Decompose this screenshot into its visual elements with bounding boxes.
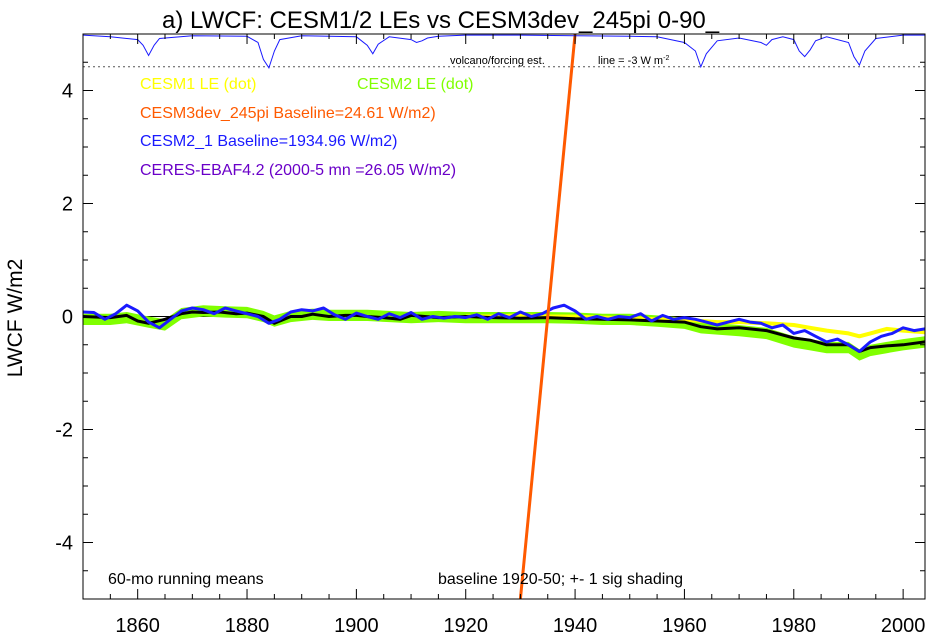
- plot-area: [83, 34, 925, 599]
- y-tick-label: -2: [55, 420, 73, 442]
- y-axis-label: LWCF W/m2: [4, 259, 27, 378]
- x-tick-label: 1880: [225, 615, 270, 637]
- legend-entry-ceres: CERES-EBAF4.2 (2000-5 mn =26.05 W/m2): [140, 162, 456, 179]
- series-layer: [83, 34, 925, 599]
- series-ensemble-mean: [83, 310, 925, 353]
- legend-entry-cesm2: CESM2 LE (dot): [357, 76, 473, 93]
- series-cesm2-le-dot-band: [83, 305, 925, 361]
- volcano-label: volcano/forcing est.: [450, 55, 545, 67]
- x-tick-label: 1960: [662, 615, 707, 637]
- x-tick-label: 1920: [443, 615, 488, 637]
- series-cesm2-1-baseline-1934-96-w-m2: [83, 303, 925, 353]
- y-tick-label: -4: [55, 533, 73, 555]
- x-tick-label: 1980: [772, 615, 817, 637]
- legend-entry-cesm2-1: CESM2_1 Baseline=1934.96 W/m2): [140, 133, 397, 150]
- line-label-text: line = -3 W m: [598, 55, 663, 67]
- x-tick-label: 1900: [334, 615, 379, 637]
- y-tick-label: 0: [62, 307, 73, 329]
- y-tick-label: 2: [62, 194, 73, 216]
- chart-title: a) LWCF: CESM1/2 LEs vs CESM3dev_245pi 0…: [162, 7, 720, 34]
- baseline-note: baseline 1920-50; +- 1 sig shading: [438, 571, 683, 588]
- series-cesm3dev-245pi-baseline-24-61-w-m2: [518, 34, 577, 599]
- x-tick-label: 2000: [881, 615, 926, 637]
- line-label: line = -3 W m-2: [598, 55, 669, 67]
- x-tick-label: 1860: [115, 615, 160, 637]
- x-tick-label: 1940: [553, 615, 598, 637]
- line-label-sup: -2: [663, 55, 669, 62]
- running-mean-note: 60-mo running means: [108, 571, 264, 588]
- y-tick-label: 4: [62, 81, 73, 103]
- axes-layer: 1860 1880 1900 1920 1940 1960 1980 2000 -4 -2 0 2 4: [55, 33, 926, 637]
- legend-entry-cesm3dev: CESM3dev_245pi Baseline=24.61 W/m2): [140, 105, 436, 122]
- legend-entry-cesm1: CESM1 LE (dot): [140, 76, 256, 93]
- legend: CESM1 LE (dot) CESM2 LE (dot) CESM3dev_2…: [140, 76, 473, 179]
